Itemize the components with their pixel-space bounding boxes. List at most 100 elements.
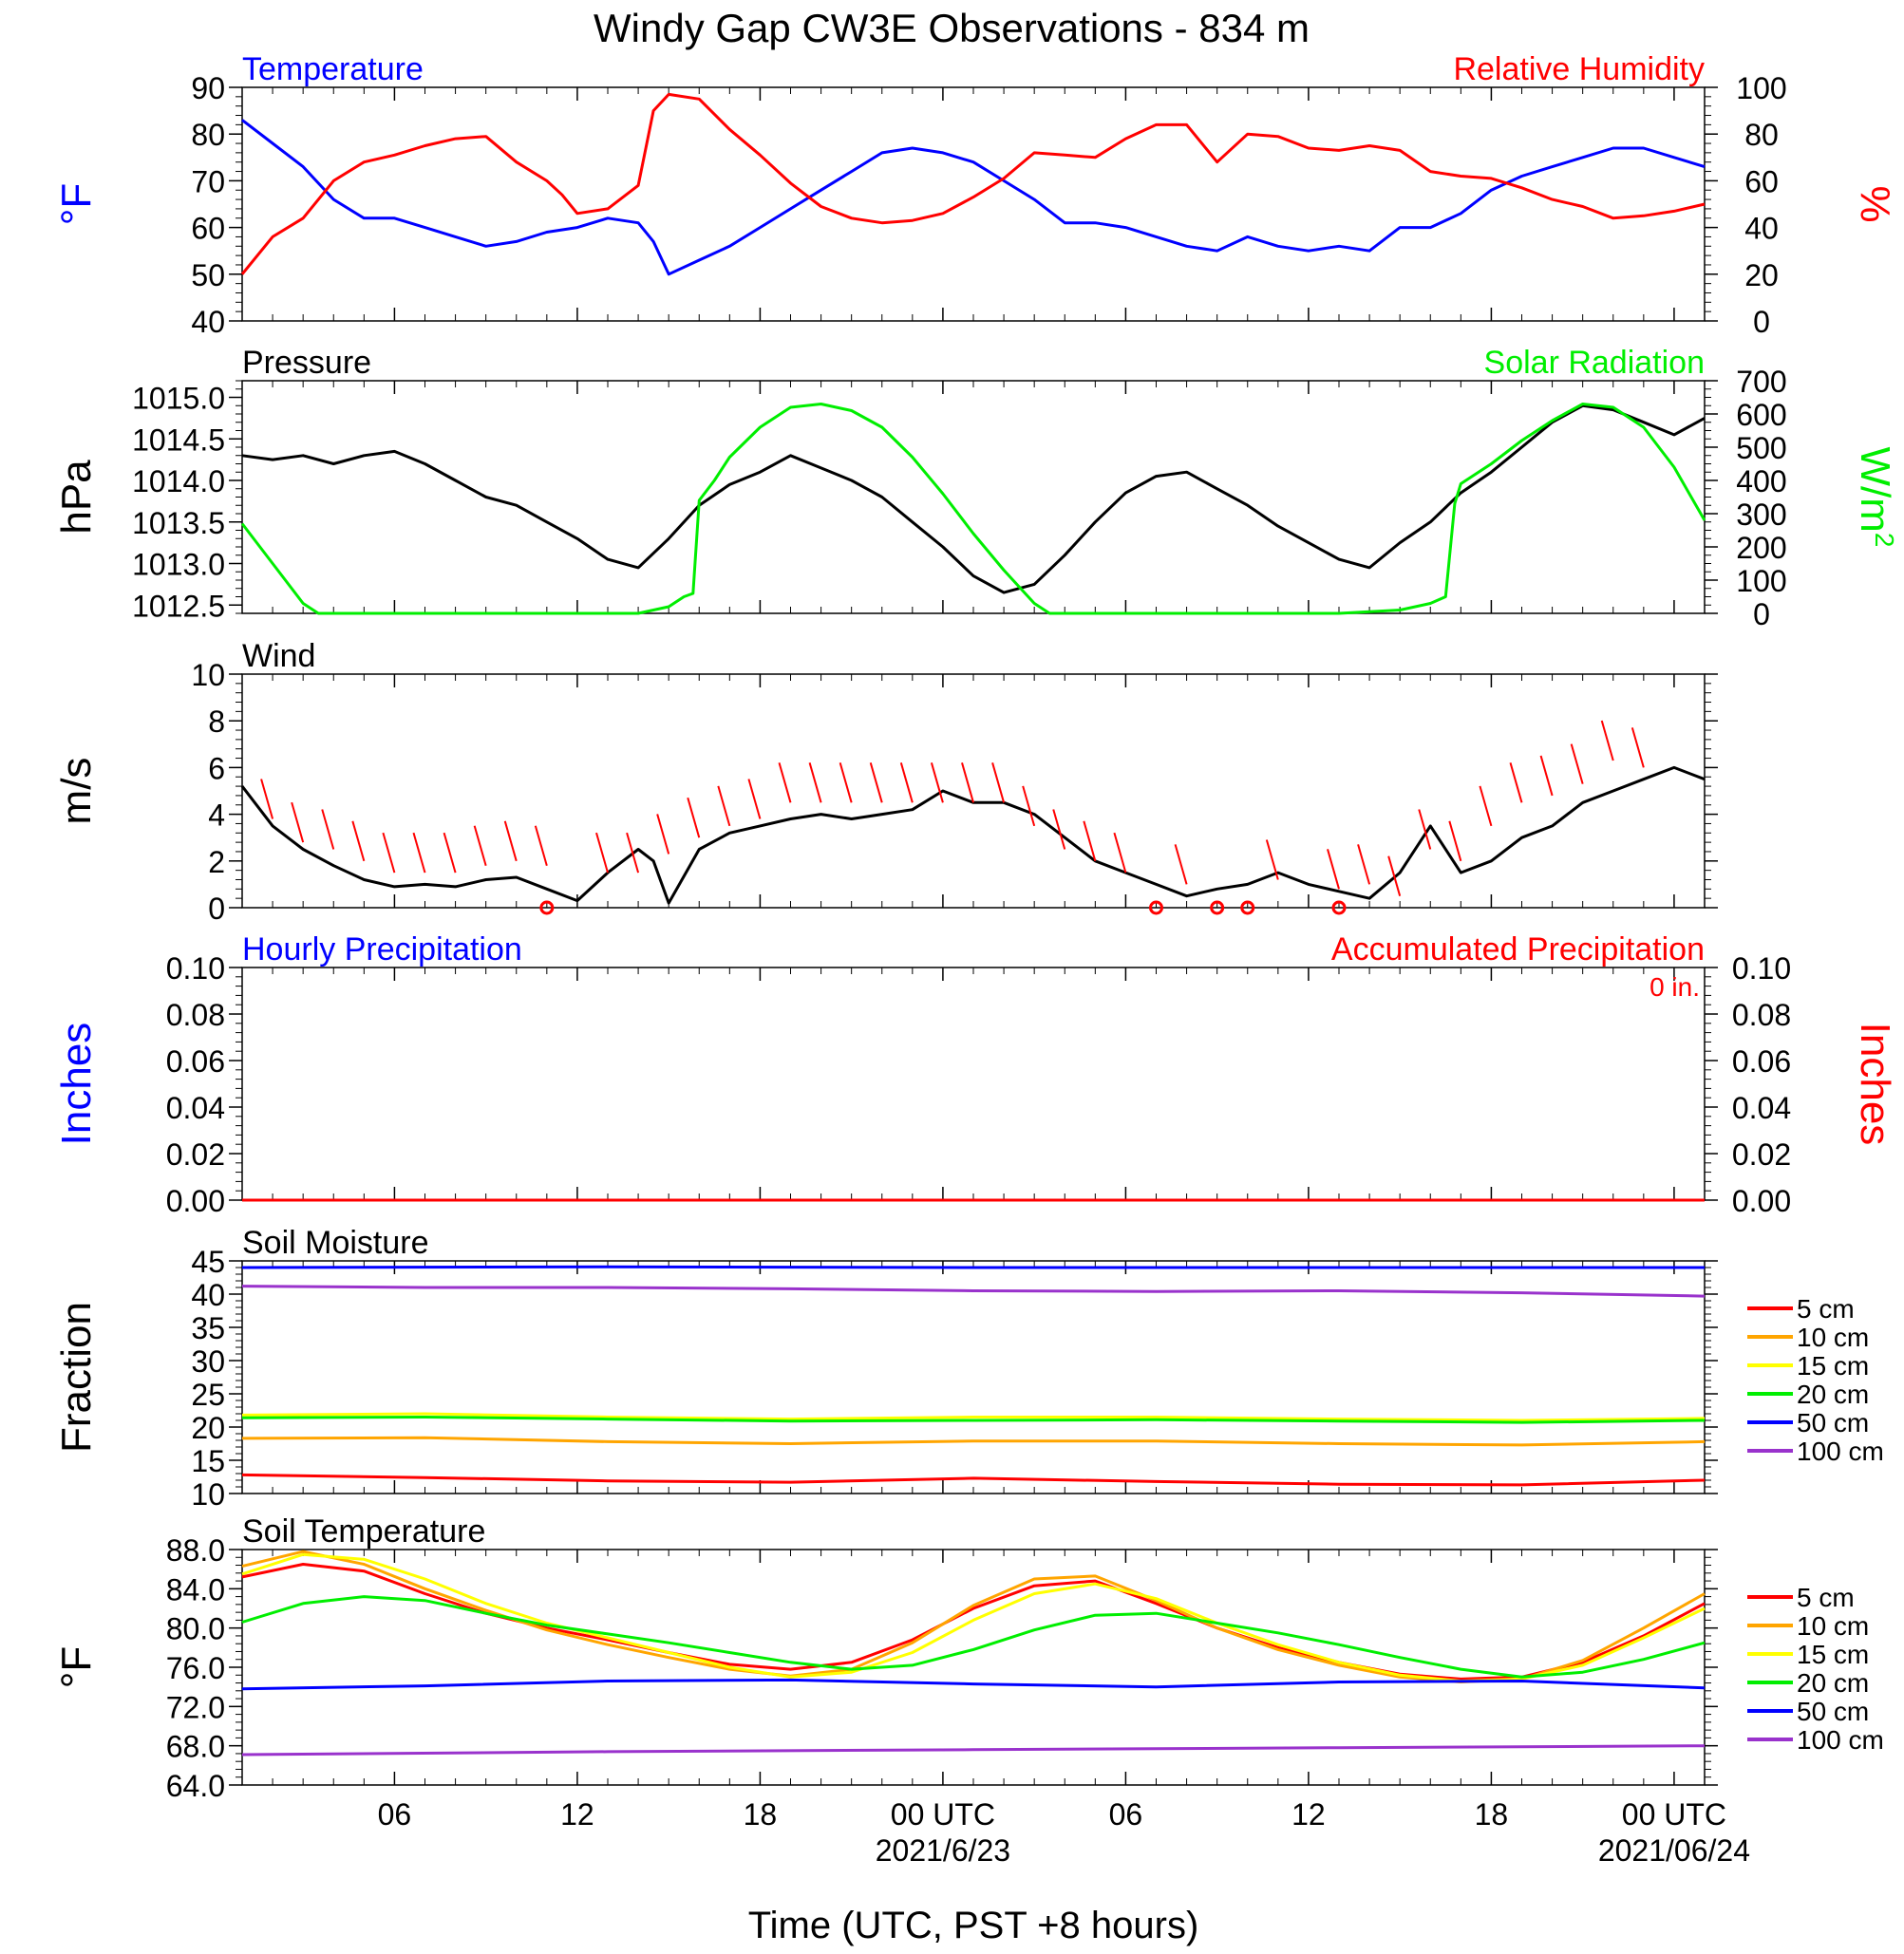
y-tick-label: 25 (191, 1378, 225, 1412)
y2-tick-label: 20 (1744, 258, 1779, 292)
y-tick-label: 1013.0 (132, 548, 225, 582)
series-line (240, 92, 1706, 275)
y2-tick-label: 300 (1736, 498, 1786, 532)
x-axis-title: Time (UTC, PST +8 hours) (748, 1905, 1199, 1946)
wind-barb (808, 762, 822, 803)
y-tick-label: 40 (191, 305, 225, 339)
series-line (240, 765, 1706, 905)
series-line (241, 1436, 1706, 1447)
wind-barb (291, 801, 305, 843)
series-line (241, 404, 1706, 594)
y2-tick-label: 40 (1744, 212, 1779, 246)
y-tick-label: 0.04 (166, 1091, 225, 1125)
series-line (241, 1552, 1706, 1682)
x-tick-label: 06 (1109, 1797, 1143, 1832)
legend-label: 10 cm (1797, 1323, 1869, 1352)
y2-tick-label: 600 (1736, 398, 1786, 432)
legend-label: 10 cm (1797, 1611, 1869, 1641)
y2-tick-label: 80 (1744, 118, 1779, 152)
panel-left-title: Wind (242, 638, 315, 674)
y-tick-label: 1012.5 (132, 589, 225, 623)
y2-tick-label: 400 (1736, 464, 1786, 498)
wind-barb (1357, 844, 1371, 885)
wind-barb (473, 825, 487, 866)
accumulated-total-label: 0 in. (1650, 972, 1700, 1002)
legend-label: 15 cm (1797, 1351, 1869, 1381)
y-tick-label: 1014.5 (132, 423, 225, 457)
series-line (241, 1265, 1705, 1269)
series-line (241, 1285, 1706, 1298)
wind-barb (1479, 785, 1493, 827)
calm-wind-marker (539, 900, 555, 915)
wind-barb (595, 832, 609, 874)
x-tick-label: 12 (560, 1797, 594, 1832)
panel-precipitation: 0.00 0.02 0.04 0.06 0.08 0.10 0.00 0.02 0.04 0.06… (53, 931, 1898, 1218)
wind-barb (687, 797, 701, 838)
wind-barb (869, 762, 883, 803)
wind-barb (1631, 727, 1645, 768)
wind-barb (503, 820, 518, 862)
y-axis-title: m/s (53, 758, 100, 825)
panel-left-title: Hourly Precipitation (242, 931, 522, 968)
y2-tick-label: 0 (1753, 305, 1770, 339)
series-line (241, 1416, 1706, 1424)
legend-label: 5 cm (1797, 1583, 1855, 1612)
y2-tick-label: 0.08 (1732, 998, 1791, 1032)
series-line (241, 1595, 1706, 1679)
panel-right-title: Solar Radiation (1484, 345, 1705, 381)
y-tick-label: 70 (191, 164, 225, 198)
y-tick-label: 80.0 (166, 1612, 225, 1646)
calm-wind-marker (1210, 900, 1225, 915)
y-axis-title: °F (53, 183, 100, 225)
x-tick-label: 00 UTC (1622, 1797, 1726, 1832)
panel-soil-temperature: 64.0 68.0 72.0 76.0 80.0 84.0 88.0 Soil Tempera… (53, 1513, 1884, 1803)
x-tick-label: 18 (1475, 1797, 1509, 1832)
y-tick-label: 84.0 (166, 1572, 225, 1606)
y-tick-label: 20 (191, 1411, 225, 1445)
y-tick-label: 15 (191, 1444, 225, 1478)
plot-frame (241, 380, 1706, 614)
series-line (241, 119, 1706, 276)
calm-wind-marker (1331, 900, 1347, 915)
panel-right-title: Relative Humidity (1453, 51, 1705, 87)
y2-tick-label: 0.06 (1732, 1044, 1791, 1079)
wind-barb (382, 832, 396, 874)
wind-barb (1083, 820, 1097, 862)
series-line (241, 1473, 1706, 1487)
y-tick-label: 0.08 (166, 998, 225, 1032)
series-line (241, 1678, 1706, 1691)
y2-tick-label: 100 (1736, 71, 1786, 105)
x-tick-label: 00 UTC (891, 1797, 995, 1832)
y-tick-label: 0.00 (166, 1184, 225, 1218)
y-tick-label: 40 (191, 1278, 225, 1312)
panel-left-title: Soil Temperature (242, 1513, 485, 1550)
y2-tick-label: 0.02 (1732, 1137, 1791, 1172)
y2-axis-title: Inches (1852, 1023, 1898, 1146)
wind-barb (778, 762, 792, 803)
y2-tick-label: 200 (1736, 531, 1786, 565)
y-tick-label: 10 (191, 1477, 225, 1512)
y-tick-label: 45 (191, 1245, 225, 1279)
y-tick-label: 0.02 (166, 1137, 225, 1172)
y-tick-label: 0.06 (166, 1044, 225, 1079)
wind-barb (1418, 809, 1432, 850)
panel-wind: 0 2 4 6 8 10 Wind m/s (53, 638, 1718, 926)
wind-barb (412, 832, 426, 874)
y2-tick-label: 0 (1753, 597, 1770, 631)
y2-tick-label: 500 (1736, 431, 1786, 465)
y-tick-label: 4 (208, 799, 225, 833)
wind-barb (534, 825, 548, 866)
wind-barb (260, 779, 274, 819)
y2-tick-label: 60 (1744, 164, 1779, 198)
legend-label: 20 cm (1797, 1380, 1869, 1409)
x-tick-label: 12 (1291, 1797, 1326, 1832)
plot-frame (241, 673, 1706, 909)
wind-barb (1327, 849, 1340, 890)
wind-barb (443, 832, 457, 874)
legend-label: 100 cm (1797, 1437, 1884, 1466)
y2-tick-label: 0.00 (1732, 1184, 1791, 1218)
y-tick-label: 6 (208, 751, 225, 785)
wind-barb (930, 762, 944, 803)
y-tick-label: 68.0 (166, 1730, 225, 1764)
